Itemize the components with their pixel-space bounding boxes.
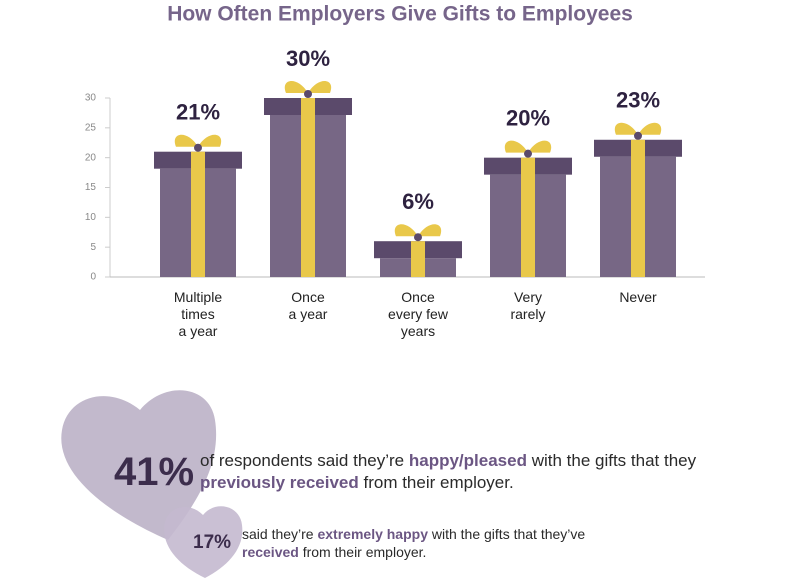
text: from their employer.: [298, 544, 427, 560]
y-tick-label: 0: [90, 272, 96, 283]
x-tick-label: Multiple times a year: [173, 289, 223, 339]
ribbon: [301, 98, 315, 277]
y-tick-label: 25: [85, 122, 97, 133]
stat-text: of respondents said they’re happy/please…: [200, 450, 700, 494]
heart-small: [164, 506, 243, 578]
x-tick-label: Very rarely: [510, 289, 546, 322]
emphasis: extremely happy: [317, 526, 428, 542]
value-label: 23%: [616, 88, 660, 113]
bow: [174, 134, 222, 147]
y-tick-label: 5: [90, 242, 96, 253]
bow-knot: [304, 90, 312, 98]
bow: [614, 122, 662, 135]
stat-value: 41%: [114, 450, 195, 494]
bow-knot: [524, 149, 532, 158]
value-label: 30%: [286, 46, 330, 71]
bow-knot: [194, 143, 202, 152]
ribbon: [631, 139, 645, 277]
ribbon: [521, 157, 535, 277]
gift-bar: [484, 140, 572, 277]
x-tick-label: Once a year: [288, 289, 328, 322]
gift-bar: [264, 80, 352, 277]
gift-bar: [154, 134, 242, 277]
text: said they’re: [242, 526, 318, 542]
gift-bar: [594, 122, 682, 277]
emphasis: happy/pleased: [408, 451, 527, 470]
x-tick-label: Once every few years: [388, 289, 448, 339]
text: with the gifts that they: [526, 451, 697, 470]
value-label: 21%: [176, 100, 220, 125]
bow: [284, 80, 332, 93]
heart-large: [61, 390, 217, 540]
y-tick-label: 10: [85, 212, 97, 223]
ribbon: [191, 151, 205, 277]
text: from their employer.: [358, 473, 514, 492]
text: of respondents said they’re: [200, 451, 409, 470]
bow: [504, 140, 552, 153]
y-tick-label: 20: [85, 152, 97, 163]
y-tick-label: 30: [85, 93, 97, 104]
x-tick-label: Never: [619, 289, 657, 305]
emphasis: previously received: [200, 473, 359, 492]
stat-value: 17%: [193, 532, 232, 553]
chart-title: How Often Employers Give Gifts to Employ…: [167, 3, 633, 26]
text: with the gifts that they’ve: [427, 526, 586, 542]
value-label: 20%: [506, 105, 550, 130]
value-label: 6%: [402, 189, 434, 214]
stat-text: said they’re extremely happy with the gi…: [242, 525, 622, 561]
emphasis: received: [242, 544, 299, 560]
bow-knot: [634, 131, 642, 140]
ribbon: [411, 241, 425, 277]
bow-knot: [414, 233, 422, 242]
gift-bar: [374, 224, 462, 277]
bow: [394, 224, 442, 237]
y-tick-label: 15: [85, 182, 97, 193]
